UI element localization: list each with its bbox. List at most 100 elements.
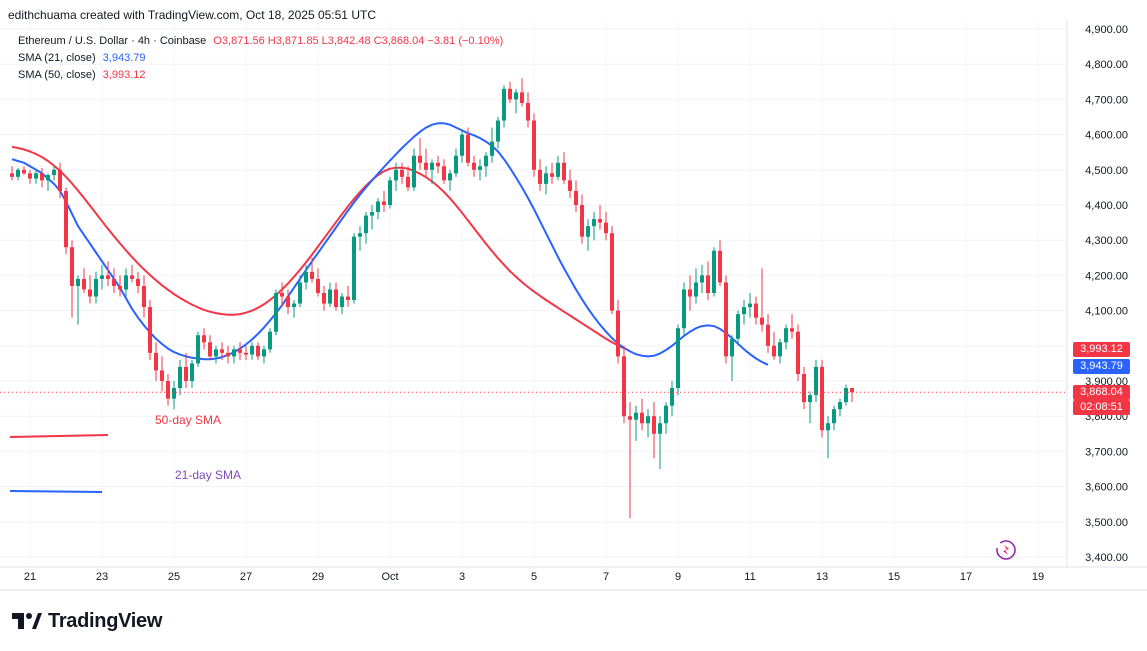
candle-body [280,293,284,297]
sma50-legend-value: 3,993.12 [102,69,146,81]
candle-body [76,278,80,286]
candle-body [688,289,692,297]
candle-body [388,180,392,205]
candles [10,78,854,519]
x-tick-label: 23 [96,571,108,583]
y-tick-label: 4,400.00 [1085,200,1128,212]
candle-body [148,307,152,353]
sma21-legend-label: SMA (21, close) [18,52,96,64]
candle-body [364,215,368,234]
sma50-annotation: 50-day SMA [155,413,222,427]
candle-body [832,409,836,424]
candle-body [334,289,338,308]
candle-body [154,352,158,371]
candle-body [310,271,314,279]
y-tick-label: 4,700.00 [1085,94,1128,106]
candle-body [406,176,410,188]
candle-body [676,328,680,389]
candle-body [268,331,272,350]
y-axis[interactable]: 3,400.003,500.003,600.003,700.003,800.00… [1085,24,1128,564]
candle-body [490,141,494,156]
candle-body [250,345,254,355]
candle-body [370,212,374,216]
candle-body [358,233,362,237]
candle-body [400,169,404,177]
candle-body [16,169,20,177]
candle-body [760,317,764,325]
candle-body [256,345,260,357]
sma21-line [11,122,769,366]
y-tick-label: 4,100.00 [1085,306,1128,318]
candle-body [790,328,794,332]
candle-body [754,303,758,318]
candle-body [442,166,446,181]
y-tick-label: 3,700.00 [1085,446,1128,458]
candle-body [28,173,32,179]
candle-body [52,169,56,176]
candle-body [586,226,590,237]
x-tick-label: 17 [960,571,972,583]
tradingview-logo[interactable]: TradingView [12,609,162,633]
candle-body [730,338,734,357]
candle-body [718,250,722,283]
candle-body [436,162,440,167]
candle-body [262,349,266,357]
y-tick-label: 4,200.00 [1085,270,1128,282]
legend-line-sma21 [9,490,103,493]
candle-body [376,201,380,213]
x-tick-label: 27 [240,571,252,583]
candle-body [736,314,740,339]
last-price-tag: 3,868.04 [1073,385,1130,400]
x-tick-label: 11 [744,571,755,583]
y-tick-label: 4,600.00 [1085,130,1128,142]
candle-body [616,310,620,357]
candle-body [814,366,818,396]
candle-body [136,278,140,286]
candle-body [670,388,674,406]
candle-body [544,173,548,184]
candle-body [724,282,728,357]
candle-body [34,173,38,179]
sma50-legend[interactable]: SMA (50, close) 3,993.12 [18,69,146,81]
candle-body [82,278,86,290]
countdown-tag: 02:08:51 [1073,400,1130,415]
candle-body [316,278,320,293]
replay-icon[interactable] [996,540,1016,560]
sma21-annotation: 21-day SMA [175,468,242,482]
sma21-legend[interactable]: SMA (21, close) 3,943.79 [18,52,146,64]
candle-body [448,173,452,181]
candle-body [664,405,668,424]
candle-body [502,88,506,121]
candle-body [382,201,386,205]
symbol-title[interactable]: Ethereum / U.S. Dollar · 4h · Coinbase [18,35,207,47]
candle-body [778,342,782,357]
candle-body [346,296,350,301]
candle-body [142,285,146,308]
x-axis[interactable]: 21 23 25 27 29 Oct 3 5 7 9 11 13 15 17 19 [24,571,1044,583]
sma21-legend-value: 3,943.79 [102,52,146,64]
candle-body [106,275,110,279]
candle-body [658,423,662,434]
candle-body [58,169,62,191]
candle-body [694,282,698,297]
sma-polyline [11,145,625,350]
candle-body [520,92,524,103]
candle-body [562,162,566,181]
candle-body [454,155,458,174]
candle-body [328,289,332,304]
candle-body [430,162,434,170]
candle-body [244,352,248,355]
candle-body [646,416,650,424]
y-tick-label: 4,900.00 [1085,24,1128,36]
candle-body [112,278,116,286]
tradingview-logo-text: TradingView [48,609,163,632]
candle-body [190,363,194,381]
sma50-price-tag: 3,993.12 [1073,342,1130,357]
attribution: edithchuama created with TradingView.com… [8,8,376,22]
candle-body [784,328,788,343]
candle-body [838,402,842,410]
sma50-legend-label: SMA (50, close) [18,69,96,81]
candle-body [748,303,752,308]
candle-body [166,381,170,399]
